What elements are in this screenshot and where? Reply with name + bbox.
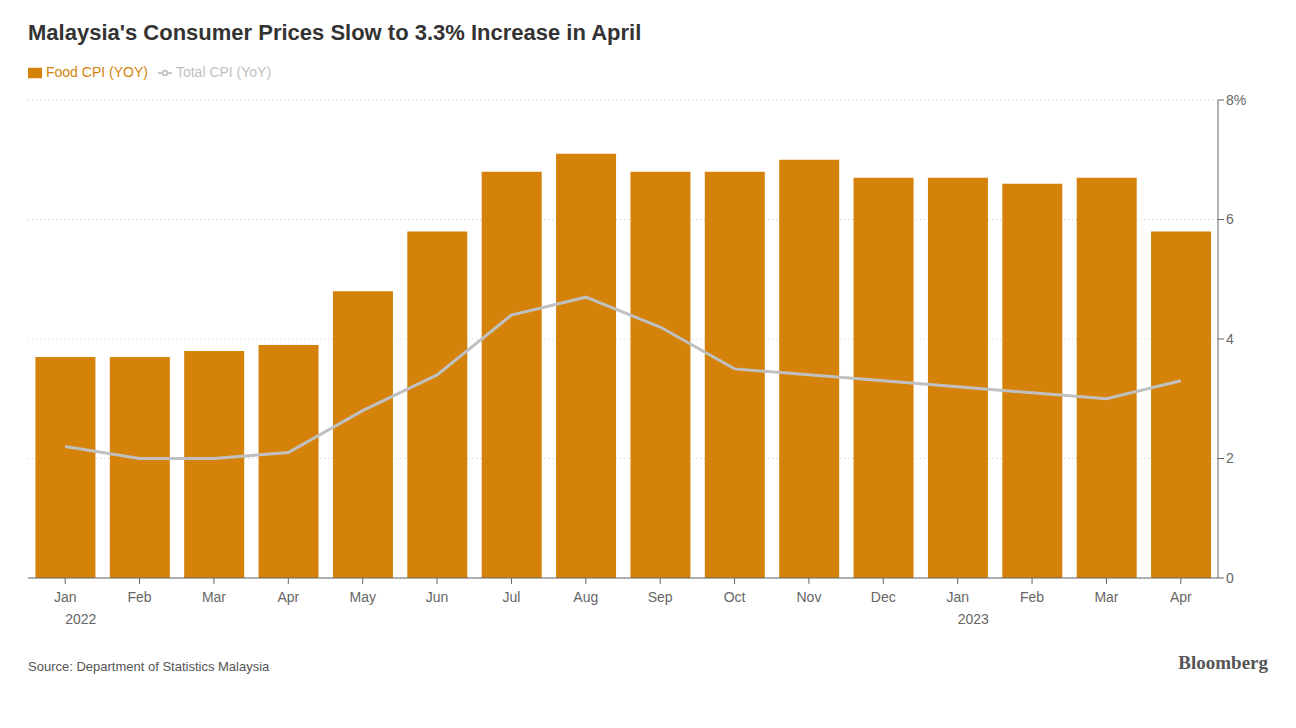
- html-text:Malaysia's Consumer Prices Slo: Malaysia's Consumer Prices Slow to 3.3% …: [28, 20, 642, 45]
- html-text:Bloomberg: Bloomberg: [1178, 652, 1268, 673]
- svg-text:Mar: Mar: [1094, 589, 1118, 605]
- svg-text:Aug: Aug: [573, 589, 598, 605]
- svg-text:Sep: Sep: [648, 589, 673, 605]
- svg-text:Nov: Nov: [796, 589, 821, 605]
- html-text:Total CPI (YoY): Total CPI (YoY): [175, 64, 272, 80]
- svg-text:Jan: Jan: [946, 589, 969, 605]
- svg-text:8%: 8%: [1226, 92, 1246, 108]
- svg-text:Dec: Dec: [871, 589, 896, 605]
- svg-text:Jul: Jul: [502, 589, 520, 605]
- svg-text:Feb: Feb: [128, 589, 152, 605]
- svg-text:2023: 2023: [958, 611, 989, 627]
- html-text:Source: Department of Statisti: Source: Department of Statistics Malaysi…: [28, 659, 270, 674]
- svg-text:Apr: Apr: [1170, 589, 1192, 605]
- svg-text:Jun: Jun: [426, 589, 449, 605]
- svg-text:2: 2: [1226, 450, 1234, 466]
- html-text:Food CPI (YOY): Food CPI (YOY): [46, 64, 148, 80]
- svg-text:May: May: [349, 589, 375, 605]
- svg-text:Apr: Apr: [277, 589, 299, 605]
- svg-text:Jan: Jan: [54, 589, 77, 605]
- svg-text:2022: 2022: [65, 611, 96, 627]
- svg-text:Oct: Oct: [724, 589, 746, 605]
- svg-text:4: 4: [1226, 331, 1234, 347]
- svg-text:Mar: Mar: [202, 589, 226, 605]
- svg-text:Feb: Feb: [1020, 589, 1044, 605]
- svg-text:6: 6: [1226, 211, 1234, 227]
- svg-text:0: 0: [1226, 570, 1234, 586]
